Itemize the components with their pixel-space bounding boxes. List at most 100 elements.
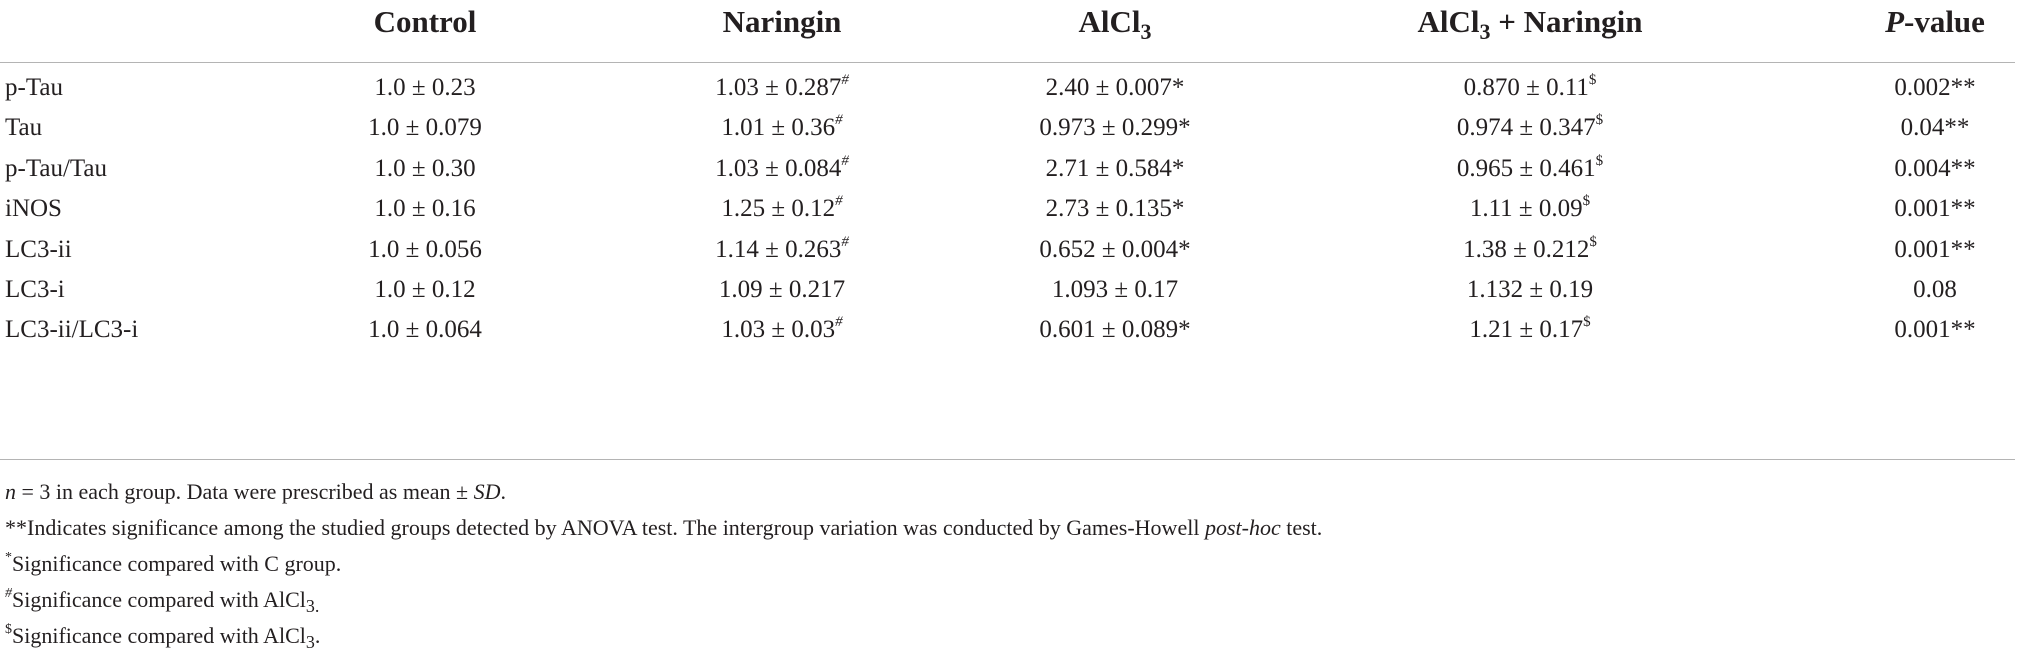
cell-alcl3-naringin: 0.870 ± 0.11$	[1320, 62, 1740, 114]
cell-alcl3-naringin-value: 0.965 ± 0.461	[1456, 154, 1596, 182]
cell-naringin-value: 1.03 ± 0.03	[721, 316, 836, 344]
header-naringin: Naringin	[632, 0, 932, 44]
footnote-n-text: = 3 in each group. Data were prescribed …	[16, 479, 474, 504]
cell-alcl3-naringin-significance-mark: $	[1595, 112, 1604, 129]
footnote-c-text: Significance compared with C group.	[12, 551, 342, 576]
cell-alcl3-value: 0.601 ± 0.089*	[1039, 316, 1191, 344]
row-label-value: p-Tau	[5, 74, 63, 101]
cell-naringin-value: 1.09 ± 0.217	[718, 276, 846, 303]
cell-alcl3-naringin-value: 0.974 ± 0.347	[1456, 114, 1596, 142]
cell-p-value: 0.004**	[1850, 143, 2019, 195]
cell-naringin-value: 1.03 ± 0.084	[715, 154, 842, 182]
cell-control-value: 1.0 ± 0.056	[368, 235, 482, 263]
cell-naringin-significance-mark: #	[841, 233, 849, 250]
cell-alcl3-naringin: 1.132 ± 0.19	[1320, 264, 1740, 316]
cell-alcl3-naringin-value: 0.870 ± 0.11	[1463, 74, 1589, 101]
cell-alcl3-value: 1.093 ± 0.17	[1051, 276, 1179, 303]
cell-naringin-significance-mark: #	[835, 193, 843, 210]
cell-alcl3-naringin-value: 1.38 ± 0.212	[1463, 235, 1590, 263]
header-divider	[0, 62, 2015, 63]
cell-naringin: 1.09 ± 0.217	[632, 264, 932, 316]
footnote-dollar-subscript: 3	[305, 632, 315, 652]
cell-control: 1.0 ± 0.056	[325, 224, 525, 276]
cell-control-value: 1.0 ± 0.23	[374, 74, 476, 101]
footnote-dollar-mark: $	[5, 622, 12, 637]
cell-alcl3-value: 2.71 ± 0.584*	[1045, 154, 1185, 182]
row-label: p-Tau/Tau	[5, 143, 305, 195]
table-row: Tau 1.0 ± 0.079 1.01 ± 0.36# 0.973 ± 0.299*…	[0, 102, 2019, 154]
row-label-value: LC3-ii	[5, 235, 72, 263]
cell-naringin: 1.01 ± 0.36#	[632, 102, 932, 154]
cell-naringin: 1.14 ± 0.263#	[632, 224, 932, 276]
cell-p-value-value: 0.001**	[1894, 235, 1976, 263]
cell-p-value: 0.002**	[1850, 62, 2019, 114]
footnote-anova: **Indicates significance among the studi…	[5, 510, 2005, 546]
footnote-n-end: .	[500, 479, 506, 504]
row-label-value: iNOS	[5, 195, 62, 223]
table-row: p-Tau/Tau 1.0 ± 0.30 1.03 ± 0.084# 2.71 ± 0…	[0, 143, 2019, 195]
header-alcl3: AlCl3	[965, 0, 1265, 44]
cell-alcl3-value: 0.652 ± 0.004*	[1039, 235, 1191, 263]
footnote-hash-text: Significance compared with AlCl	[12, 587, 306, 612]
row-label: LC3-i	[5, 264, 305, 316]
cell-naringin-significance-mark: #	[835, 314, 843, 331]
cell-p-value-value: 0.004**	[1894, 154, 1976, 182]
row-label: iNOS	[5, 183, 305, 235]
cell-naringin: 1.03 ± 0.084#	[632, 143, 932, 195]
cell-naringin: 1.03 ± 0.287#	[632, 62, 932, 114]
footnote-n-symbol: n	[5, 479, 16, 504]
cell-alcl3-value: 2.73 ± 0.135*	[1045, 195, 1185, 223]
footnote-anova-end: test.	[1280, 515, 1323, 540]
cell-control-value: 1.0 ± 0.12	[374, 276, 476, 303]
cell-alcl3: 2.71 ± 0.584*	[965, 143, 1265, 195]
table-row: LC3-ii 1.0 ± 0.056 1.14 ± 0.263# 0.652 ± 0.…	[0, 224, 2019, 276]
cell-control-value: 1.0 ± 0.079	[368, 114, 482, 142]
cell-p-value-value: 0.001**	[1894, 195, 1976, 223]
cell-alcl3: 1.093 ± 0.17	[965, 264, 1265, 316]
cell-control-value: 1.0 ± 0.064	[368, 316, 482, 344]
cell-alcl3-naringin-significance-mark: $	[1582, 193, 1591, 210]
row-label-value: LC3-i	[5, 276, 65, 303]
cell-p-value: 0.001**	[1850, 224, 2019, 276]
row-label: LC3-ii/LC3-i	[5, 304, 305, 356]
table-row: p-Tau 1.0 ± 0.23 1.03 ± 0.287# 2.40 ± 0.007…	[0, 62, 2019, 114]
cell-alcl3-naringin-value: 1.11 ± 0.09	[1469, 195, 1583, 223]
cell-naringin-value: 1.14 ± 0.263	[715, 235, 842, 263]
table-header: Control Naringin AlCl3 AlCl3 + Naringin …	[0, 0, 2019, 60]
cell-p-value: 0.04**	[1850, 102, 2019, 154]
table-footnotes: n = 3 in each group. Data were prescribe…	[5, 474, 2005, 654]
cell-control: 1.0 ± 0.16	[325, 183, 525, 235]
header-control-label: Control	[373, 4, 477, 39]
footnote-hash-mark: #	[5, 586, 12, 601]
footnote-dollar: $Significance compared with AlCl3.	[5, 618, 2005, 654]
header-naringin-label: Naringin	[722, 4, 842, 39]
cell-control: 1.0 ± 0.079	[325, 102, 525, 154]
footnote-anova-mark: **	[5, 515, 27, 540]
header-alcl3-naringin: AlCl3 + Naringin	[1320, 0, 1740, 44]
row-label: LC3-ii	[5, 224, 305, 276]
footnote-sd-symbol: SD	[473, 479, 501, 504]
cell-p-value-value: 0.08	[1913, 276, 1957, 303]
footnote-c-mark: *	[5, 550, 12, 565]
cell-alcl3-naringin-significance-mark: $	[1588, 72, 1597, 88]
cell-p-value: 0.08	[1850, 264, 2019, 316]
footnote-sample-size: n = 3 in each group. Data were prescribe…	[5, 474, 2005, 510]
header-p-rest: -value	[1904, 4, 1985, 39]
cell-control-value: 1.0 ± 0.30	[374, 154, 476, 182]
cell-naringin-significance-mark: #	[841, 152, 849, 169]
table-row: iNOS 1.0 ± 0.16 1.25 ± 0.12# 2.73 ± 0.135* 1…	[0, 183, 2019, 235]
cell-alcl3-value: 0.973 ± 0.299*	[1039, 114, 1191, 142]
header-combo-rest: + Naringin	[1490, 4, 1643, 39]
cell-alcl3: 2.73 ± 0.135*	[965, 183, 1265, 235]
header-p-italic: P	[1885, 4, 1904, 39]
cell-alcl3-naringin-significance-mark: $	[1595, 152, 1604, 169]
cell-control: 1.0 ± 0.12	[325, 264, 525, 316]
footnote-anova-text: Indicates significance among the studied…	[27, 515, 1205, 540]
header-p-value: P-value	[1850, 0, 2019, 44]
header-combo-subscript: 3	[1479, 19, 1491, 44]
cell-alcl3: 0.601 ± 0.089*	[965, 304, 1265, 356]
cell-control: 1.0 ± 0.30	[325, 143, 525, 195]
row-label-value: LC3-ii/LC3-i	[5, 316, 139, 344]
cell-alcl3: 0.652 ± 0.004*	[965, 224, 1265, 276]
cell-control: 1.0 ± 0.23	[325, 62, 525, 114]
